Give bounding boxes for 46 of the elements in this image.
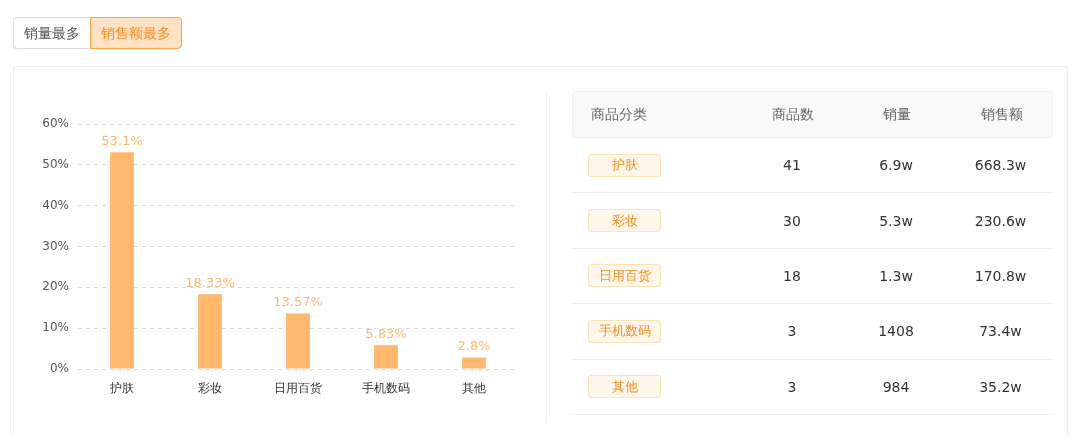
y-tick-label: 30% (42, 238, 69, 253)
y-tick-label: 60% (42, 116, 69, 131)
text: 984 (882, 378, 910, 395)
data-label: 5.83% (365, 326, 407, 342)
y-tick-label: 40% (42, 197, 69, 212)
text: 35.2w (979, 378, 1022, 395)
category-label: 销售额 (979, 105, 1024, 124)
text: 1408 (878, 323, 914, 340)
category-label: 手机数码 (598, 323, 651, 339)
y-tick-label: 50% (42, 156, 69, 171)
text: 41 (783, 157, 801, 174)
x-tick-label: 彩妆 (198, 381, 222, 396)
x-tick-label: 其他 (462, 381, 486, 396)
text: 6.9w (879, 157, 913, 174)
text: 商品分类 (590, 105, 648, 124)
y-tick-label: 20% (42, 279, 69, 294)
data-label: 2.8% (457, 338, 491, 354)
bar (374, 345, 398, 369)
category-label: 护肤 (611, 157, 638, 173)
text: 3 (787, 323, 797, 340)
text: 1.3w (879, 267, 913, 284)
y-tick-label: 0% (49, 361, 69, 376)
bar (110, 152, 134, 369)
text: 73.4w (979, 323, 1022, 340)
x-tick-label: 日用百货 (274, 381, 322, 396)
data-label: 18.33% (185, 275, 235, 291)
text: 3 (787, 378, 797, 395)
category-label: 日用百货 (598, 267, 651, 283)
category-label: 商品数 (771, 105, 815, 124)
x-tick-label: 护肤 (109, 381, 134, 396)
tab[interactable]: 销量最多 (13, 17, 90, 49)
data-label: 13.57% (273, 294, 323, 310)
x-tick-label: 手机数码 (362, 381, 410, 396)
y-tick-label: 10% (42, 320, 69, 335)
text: 170.8w (974, 267, 1027, 284)
category-label: 彩妆 (611, 212, 638, 228)
text: 668.3w (974, 157, 1027, 174)
text: 5.3w (879, 212, 913, 229)
bar (286, 313, 310, 369)
category-label: 销量 (882, 105, 912, 124)
text: 230.6w (974, 212, 1027, 229)
text: 30 (783, 212, 801, 229)
bar (198, 294, 222, 369)
text: 18 (783, 267, 801, 284)
data-label: 53.1% (101, 133, 143, 149)
bar (462, 357, 486, 369)
